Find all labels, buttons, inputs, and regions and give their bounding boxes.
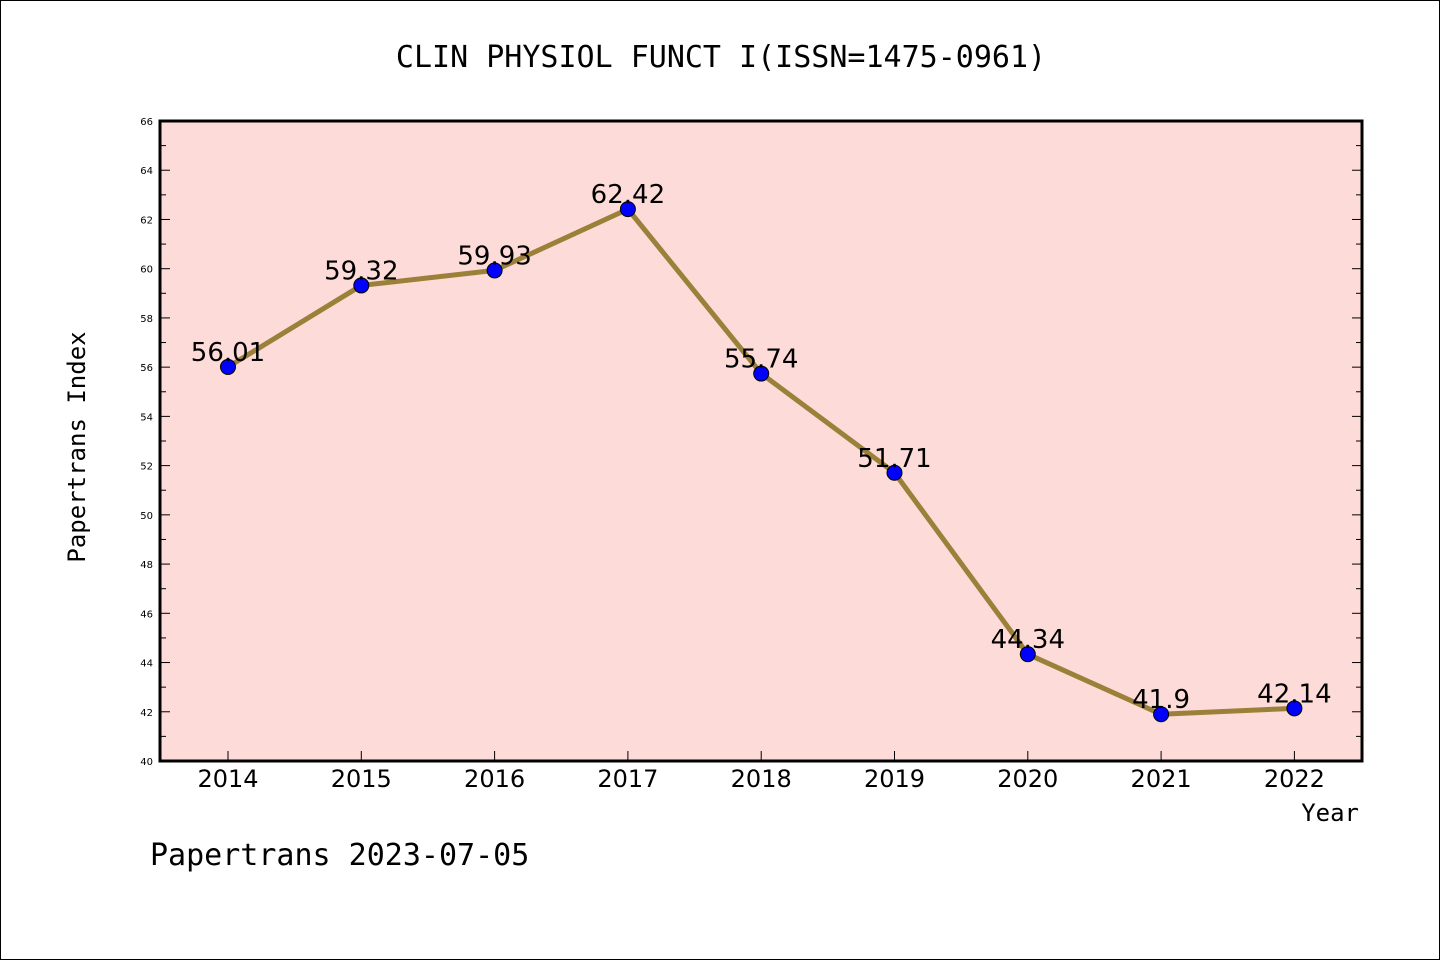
y-tick-label: 48 (140, 560, 153, 571)
series-papertrans-index (220, 201, 1303, 723)
x-tick-label: 2014 (197, 765, 258, 793)
y-tick-label: 58 (140, 314, 153, 325)
y-tick-label: 60 (140, 265, 153, 276)
y-tick-label: 66 (140, 117, 153, 128)
x-tick-label: 2015 (331, 765, 392, 793)
x-tick-label: 2020 (997, 765, 1058, 793)
y-tick-label: 62 (140, 215, 153, 226)
data-point-2021 (1153, 706, 1170, 723)
y-tick-label: 40 (140, 757, 153, 768)
y-tick-label: 54 (140, 412, 153, 423)
x-axis: 2014 2015 2016 2017 2018 2019 2020 2021 2022 (197, 751, 1325, 793)
data-point-2018 (753, 365, 770, 382)
y-axis: 40 42 44 46 48 50 52 54 56 58 60 62 64 66 (140, 117, 1362, 768)
data-label-2021: 41.9 (1132, 685, 1190, 715)
x-tick-label: 2018 (731, 765, 792, 793)
data-label-2019: 51.71 (857, 444, 931, 474)
y-axis-label: Papertrans Index (63, 331, 91, 562)
plot-area (158, 119, 1364, 763)
y-tick-label: 42 (140, 708, 153, 719)
x-tick-label: 2017 (597, 765, 658, 793)
chart-title: CLIN PHYSIOL FUNCT I(ISSN=1475-0961) (396, 40, 1046, 75)
y-tick-label: 56 (140, 363, 153, 374)
y-tick-label: 50 (140, 511, 153, 522)
y-tick-label: 64 (140, 166, 153, 177)
x-tick-label: 2019 (864, 765, 925, 793)
data-point-2019 (886, 464, 903, 481)
data-label-2014: 56.01 (191, 338, 265, 368)
data-point-2015 (353, 277, 370, 294)
data-point-2016 (486, 262, 503, 279)
x-tick-label: 2016 (464, 765, 525, 793)
data-point-2014 (220, 358, 236, 375)
x-tick-label: 2022 (1264, 765, 1325, 793)
data-label-2018: 55.74 (724, 345, 798, 375)
data-label-2017: 62.42 (591, 180, 665, 210)
y-tick-label: 46 (140, 609, 153, 620)
data-point-2017 (619, 201, 636, 218)
data-label-2015: 59.32 (324, 256, 398, 286)
data-point-2020 (1019, 646, 1036, 663)
data-labels: 56.01 59.32 59.93 62.42 55.74 51.71 44.34 41.9 4… (191, 180, 1332, 715)
x-axis-label: Year (1301, 799, 1359, 827)
data-point-2022 (1286, 700, 1303, 717)
data-label-2020: 44.34 (991, 625, 1065, 655)
data-label-2016: 59.93 (457, 241, 531, 271)
data-label-2022: 42.14 (1257, 679, 1331, 709)
x-tick-label: 2021 (1131, 765, 1192, 793)
y-tick-label: 52 (140, 462, 153, 473)
y-tick-label: 44 (140, 659, 153, 670)
footer-stamp: Papertrans 2023-07-05 (150, 838, 529, 873)
